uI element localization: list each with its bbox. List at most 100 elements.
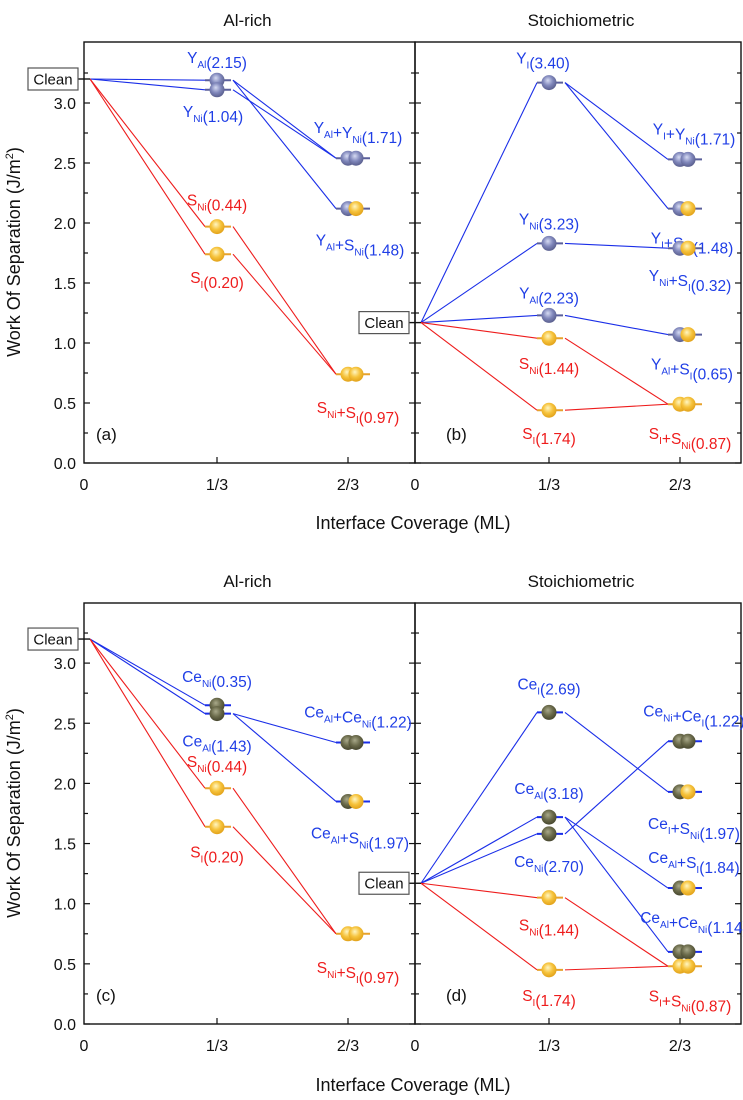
node-YNi: YNi(1.04) <box>183 82 243 126</box>
link-clean-SI <box>89 78 206 255</box>
link-clean-CeNi <box>89 638 206 706</box>
sphere-ce <box>541 809 557 825</box>
panel-c: Al-rich 0.0 0.5 1.0 1.5 2.0 2.5 3.0 0 1/3 2/3 Clean… <box>27 572 416 1055</box>
node-label: CeI+SNi(1.97) <box>648 816 740 843</box>
sphere-s <box>680 880 696 896</box>
node-SNi: SNi(0.44) <box>187 193 247 235</box>
link-clean-CeNi <box>420 833 538 884</box>
node-SI: SI(1.74) <box>522 402 576 448</box>
sphere-s <box>680 396 696 412</box>
x-tick-label: 0 <box>80 477 89 494</box>
node-label: CeAl(3.18) <box>514 781 583 803</box>
node-SI: SI(0.20) <box>190 819 244 867</box>
sphere-y <box>348 150 364 166</box>
link-SNi-SNiSI <box>232 226 337 375</box>
y-tick-label: 2.0 <box>54 216 76 233</box>
panel-tag: (a) <box>96 425 117 444</box>
clean-label: Clean <box>364 876 403 893</box>
node-label: CeNi+CeI(1.22) <box>643 703 743 730</box>
node-SNiSI: SNi+SI(0.97) <box>317 926 399 987</box>
link-clean-YNi <box>420 242 538 324</box>
sphere-ce <box>680 733 696 749</box>
sphere-s <box>541 402 557 418</box>
link-clean-SNi <box>89 78 206 227</box>
clean-label: Clean <box>33 72 72 89</box>
node-label: SI+SNi(0.87) <box>649 988 731 1015</box>
node-CeAlCeNi: CeAl+CeNi(1.14) <box>640 910 743 960</box>
link-clean-YI <box>420 82 538 323</box>
link-clean-YNi <box>89 78 206 91</box>
x-tick-label: 2/3 <box>669 1038 691 1055</box>
node-CeI: CeI(2.69) <box>517 676 581 720</box>
panel-tag: (b) <box>446 425 467 444</box>
link-SNi-SISNi <box>564 337 669 405</box>
clean-label: Clean <box>33 632 72 649</box>
node-label: YAl(2.15) <box>187 50 247 72</box>
node-label: SI(0.20) <box>190 270 244 292</box>
node-label: SI(0.20) <box>190 845 244 867</box>
x-tick-label: 2/3 <box>337 1038 359 1055</box>
y-tick-label: 2.5 <box>54 716 76 733</box>
sphere-s <box>680 201 696 217</box>
node-CeAlSNi: CeAl+SNi(1.97) <box>311 793 409 852</box>
link-SI-SNiSI <box>232 826 337 935</box>
sphere-s <box>541 890 557 906</box>
node-SISNi: SI+SNi(0.87) <box>649 958 731 1015</box>
node-label: SNi+SI(0.97) <box>317 960 399 987</box>
link-YAl-YAlYNi <box>232 79 337 159</box>
link-clean-SI <box>420 882 538 971</box>
node-label: CeAl+SI(1.84) <box>648 850 739 877</box>
sphere-s <box>680 958 696 974</box>
sphere-s <box>541 962 557 978</box>
panel-tag: (c) <box>96 986 116 1005</box>
node-SI: SI(0.20) <box>190 246 244 292</box>
x-tick-label: 2/3 <box>669 477 691 494</box>
link-SNi-SISNi <box>564 897 669 967</box>
sphere-s <box>209 780 225 796</box>
link-clean-CeI <box>420 712 538 884</box>
y-tick-label: 0.0 <box>54 456 76 473</box>
y-tick-label: 0.5 <box>54 957 76 974</box>
link-CeAl-CeAlCeNi <box>232 713 337 744</box>
node-label: YAl+YNi(1.71) <box>314 120 403 147</box>
panel-tag: (d) <box>446 986 467 1005</box>
node-label: YI+YNi(1.71) <box>653 121 735 148</box>
link-CeAl-CeAlSNi <box>232 713 337 802</box>
node-label: YNi(1.04) <box>183 104 243 126</box>
link-clean-CeAl <box>420 816 538 884</box>
y-tick-label: 0.0 <box>54 1017 76 1034</box>
node-YI: YI(3.40) <box>516 51 570 91</box>
node-CeAl: CeAl(3.18) <box>514 781 584 825</box>
node-SNi: SNi(1.44) <box>519 330 579 378</box>
node-label: YAl(2.23) <box>519 285 579 307</box>
sphere-s <box>209 246 225 262</box>
y-tick-label: 3.0 <box>54 656 76 673</box>
link-YAl-YAlSNi <box>232 79 337 209</box>
link-clean-SNi <box>420 882 538 899</box>
node-YAlSNi: YAl+SNi(1.48) <box>316 201 404 260</box>
node-YAlSI: YAl+SI(0.65) <box>651 327 733 384</box>
link-clean-SNi <box>89 638 206 789</box>
node-label: CeAl+CeNi(1.14) <box>640 910 743 937</box>
plot-frame <box>83 602 416 1025</box>
panel-title: Al-rich <box>223 572 271 591</box>
y-tick-label: 1.5 <box>54 276 76 293</box>
node-label: SNi(0.44) <box>187 754 247 776</box>
link-YI-YIYNi <box>564 82 669 160</box>
node-YIYNi: YI+YNi(1.71) <box>653 121 735 167</box>
sphere-s <box>541 330 557 346</box>
y-tick-label: 0.5 <box>54 396 76 413</box>
panel-title: Stoichiometric <box>528 572 635 591</box>
node-CeAlCeNi: CeAl+CeNi(1.22) <box>304 704 412 750</box>
x-tick-label: 1/3 <box>206 1038 228 1055</box>
sphere-s <box>348 366 364 382</box>
link-clean-CeAl <box>89 638 206 715</box>
sphere-y <box>209 82 225 98</box>
panel-a: Al-rich 0.0 0.5 1.0 1.5 2.0 2.5 3.0 0 1/3 2/3 Clean… <box>27 11 416 494</box>
x-tick-label: 0 <box>80 1038 89 1055</box>
link-SI-SNiSI <box>232 253 337 375</box>
x-tick-label: 0 <box>411 1038 420 1055</box>
node-CeNiCeI: CeNi+CeI(1.22) <box>643 703 743 749</box>
node-CeISNi: CeI+SNi(1.97) <box>648 784 740 843</box>
bottom-row: Al-rich 0.0 0.5 1.0 1.5 2.0 2.5 3.0 0 1/3 2/3 Clean… <box>27 572 743 1055</box>
